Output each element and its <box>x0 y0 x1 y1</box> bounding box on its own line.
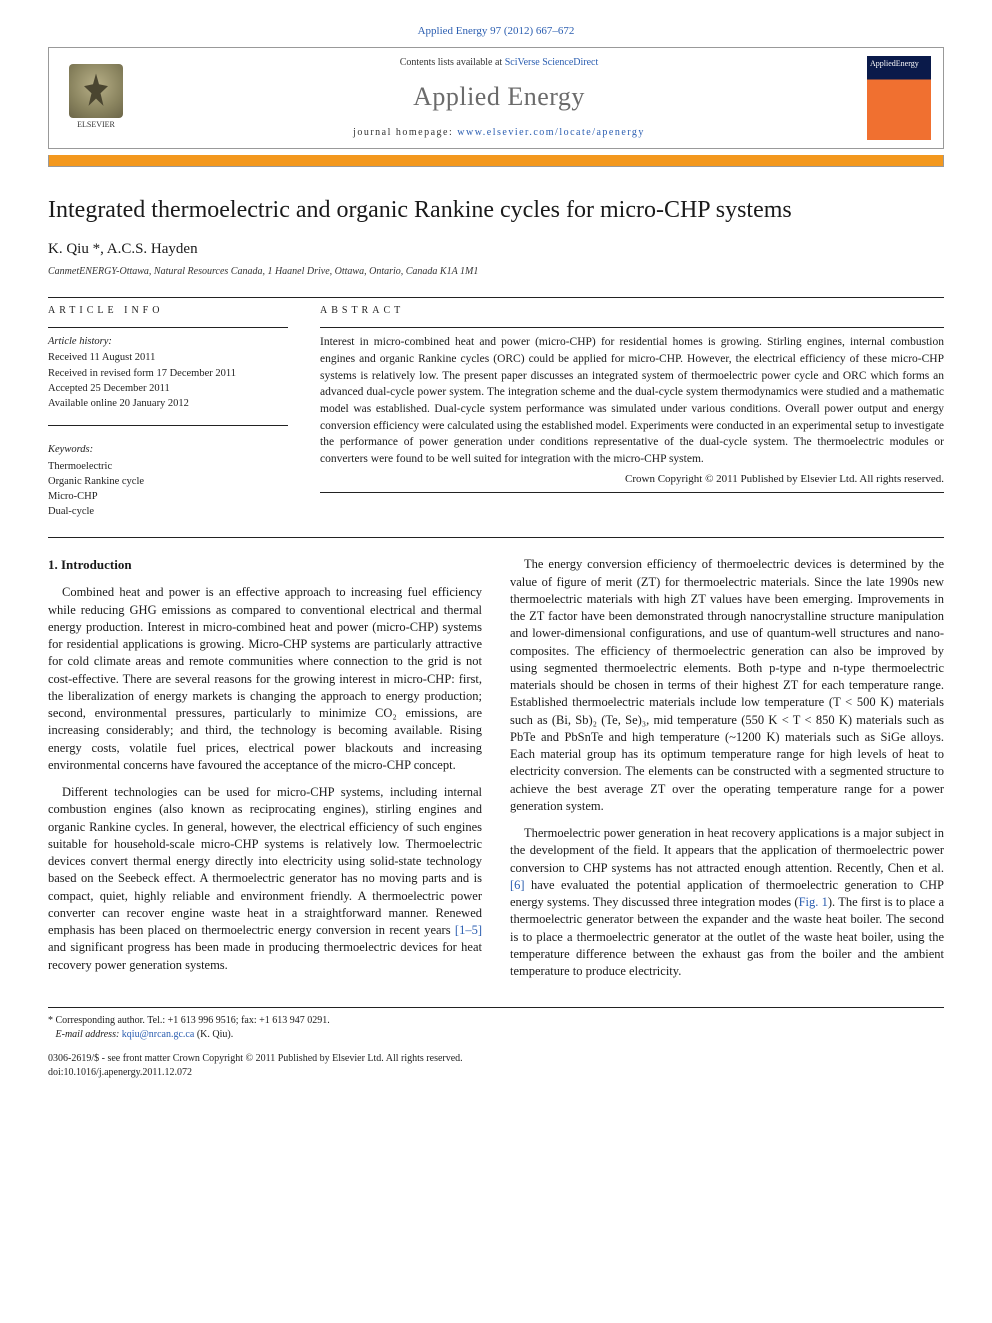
body-paragraph: Combined heat and power is an effective … <box>48 584 482 774</box>
homepage-prefix: journal homepage: <box>353 127 457 138</box>
rule-top <box>48 297 944 298</box>
journal-name: Applied Energy <box>143 79 855 114</box>
affiliation: CanmetENERGY-Ottawa, Natural Resources C… <box>48 265 944 279</box>
homepage-link[interactable]: www.elsevier.com/locate/apenergy <box>457 127 645 138</box>
keyword: Organic Rankine cycle <box>48 474 288 489</box>
footer: * Corresponding author. Tel.: +1 613 996… <box>48 1007 944 1080</box>
history-head: Article history: <box>48 334 288 349</box>
keywords-block: Keywords: Thermoelectric Organic Rankine… <box>48 442 288 519</box>
email-line: E-mail address: kqiu@nrcan.gc.ca (K. Qiu… <box>48 1028 944 1042</box>
ref-link[interactable]: [1–5] <box>455 923 482 937</box>
rule-keywords <box>48 425 288 426</box>
rule-abstract-bottom <box>320 492 944 493</box>
citation-line: Applied Energy 97 (2012) 667–672 <box>48 24 944 39</box>
abstract-label: ABSTRACT <box>320 304 944 318</box>
rule-body-top <box>48 537 944 538</box>
ref-link[interactable]: [6] <box>510 878 525 892</box>
journal-cover-thumb: AppliedEnergy <box>867 56 931 140</box>
article-info-label: ARTICLE INFO <box>48 304 288 318</box>
p2a: Different technologies can be used for m… <box>48 785 482 937</box>
section-heading: 1. Introduction <box>48 556 482 574</box>
cover-label: AppliedEnergy <box>870 59 919 70</box>
corresponding-author: * Corresponding author. Tel.: +1 613 996… <box>48 1014 944 1028</box>
homepage-line: journal homepage: www.elsevier.com/locat… <box>143 126 855 140</box>
rule-info <box>48 327 288 328</box>
p4a: Thermoelectric power generation in heat … <box>510 826 944 875</box>
abstract-text: Interest in micro-combined heat and powe… <box>320 334 944 467</box>
elsevier-tree-icon <box>69 64 123 118</box>
p2b: and significant progress has been made i… <box>48 940 482 971</box>
body-paragraph: Thermoelectric power generation in heat … <box>510 825 944 980</box>
elsevier-logo: ELSEVIER <box>61 59 131 137</box>
body-paragraph: The energy conversion efficiency of ther… <box>510 556 944 815</box>
authors: K. Qiu *, A.C.S. Hayden <box>48 239 944 259</box>
keywords-head: Keywords: <box>48 442 288 457</box>
doi-line: doi:10.1016/j.apenergy.2011.12.072 <box>48 1066 944 1080</box>
journal-header: ELSEVIER Contents lists available at Sci… <box>48 47 944 149</box>
abstract-copyright: Crown Copyright © 2011 Published by Else… <box>320 472 944 487</box>
sciencedirect-link[interactable]: SciVerse ScienceDirect <box>505 57 599 68</box>
keyword: Thermoelectric <box>48 459 288 474</box>
history-line: Accepted 25 December 2011 <box>48 381 288 396</box>
email-label: E-mail address: <box>56 1029 120 1040</box>
body-text: 1. Introduction Combined heat and power … <box>48 556 944 987</box>
accent-bar <box>48 155 944 167</box>
email-suffix: (K. Qiu). <box>197 1029 233 1040</box>
keyword: Micro-CHP <box>48 489 288 504</box>
body-paragraph: Different technologies can be used for m… <box>48 784 482 974</box>
history-line: Received in revised form 17 December 201… <box>48 366 288 381</box>
publisher-name: ELSEVIER <box>77 120 115 131</box>
fig-link[interactable]: Fig. 1 <box>799 895 828 909</box>
history-line: Received 11 August 2011 <box>48 350 288 365</box>
contents-line: Contents lists available at SciVerse Sci… <box>143 56 855 70</box>
history-line: Available online 20 January 2012 <box>48 396 288 411</box>
rule-abstract <box>320 327 944 328</box>
issn-line: 0306-2619/$ - see front matter Crown Cop… <box>48 1052 944 1066</box>
keyword: Dual-cycle <box>48 504 288 519</box>
article-title: Integrated thermoelectric and organic Ra… <box>48 195 944 225</box>
email-link[interactable]: kqiu@nrcan.gc.ca <box>122 1029 195 1040</box>
article-history: Article history: Received 11 August 2011… <box>48 334 288 411</box>
contents-prefix: Contents lists available at <box>400 57 505 68</box>
